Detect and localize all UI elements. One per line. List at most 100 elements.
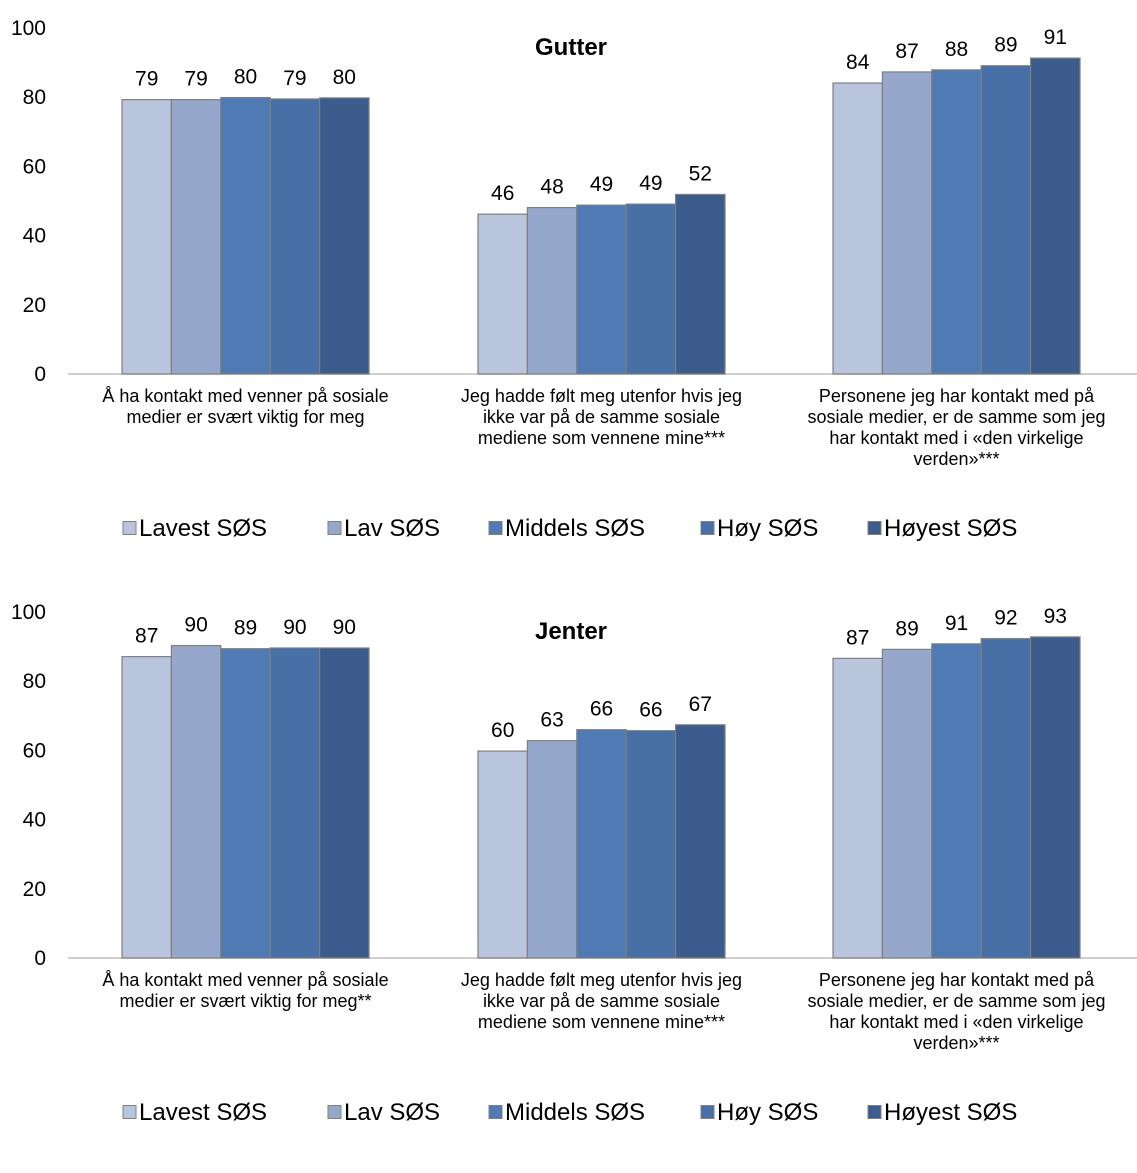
category-label: mediene som vennene mine*** [478,428,725,448]
legend-item: Middels SØS [488,1099,645,1126]
bar-jenter [319,647,370,959]
legend-item: Lav SØS [327,515,440,542]
legend-label: Høyest SØS [884,515,1017,542]
chart-jenter: 0 20 40 60 80 100 Jenter 87 60 87 90 63 89 89 66 91 90 66… [0,584,1137,1168]
bar-gutter [832,82,884,375]
legend-swatch [488,521,503,535]
bar-jenter [170,644,222,959]
bar-gutter [319,97,370,375]
chart-title: Jenter [535,618,607,645]
bar-gutter [674,193,726,375]
bar-gutter [931,69,982,375]
data-label: 87 [895,40,918,63]
data-label: 79 [135,68,158,91]
data-label: 89 [895,617,918,640]
chart-gutter-svg: 0 20 40 60 80 100 Gutter 79 46 84 79 48 87 80 49 88 79 49… [11,17,1137,542]
y-tick-label: 20 [23,878,46,901]
chart-gutter: 0 20 40 60 80 100 Gutter 79 46 84 79 48 87 80 49 88 79 49… [0,0,1137,584]
bar-gutter [477,213,529,375]
data-label: 67 [689,693,712,716]
legend-item: Lav SØS [327,1099,440,1126]
y-tick-label: 80 [23,670,46,693]
category-label: ikke var på de samme sosiale [483,991,720,1011]
legend-item: Høyest SØS [867,515,1017,542]
bar-jenter [477,750,529,959]
data-label: 91 [945,612,968,635]
bar-jenter [881,648,933,959]
legend-label: Høy SØS [717,1099,818,1126]
category-label: Å ha kontakt med venner på sosiale [102,970,388,990]
bar-jenter [220,648,271,959]
data-label: 90 [333,616,356,639]
y-tick-label: 80 [23,86,46,109]
legend-label: Middels SØS [505,1099,645,1126]
data-label: 66 [590,698,613,721]
category-label: verden»*** [913,1033,999,1053]
bar-jenter [931,643,982,959]
legend-swatch [867,521,882,535]
chart-jenter-svg: 0 20 40 60 80 100 Jenter 87 60 87 90 63 89 89 66 91 90 66… [11,601,1137,1126]
y-tick-label: 0 [34,947,46,970]
data-label: 90 [184,614,207,637]
category-label: Personene jeg har kontakt med på [819,386,1095,406]
data-label: 52 [689,162,712,185]
bar-gutter [121,99,173,375]
bar-gutter [576,204,627,375]
y-tick-label: 60 [23,155,46,178]
y-tick-label: 100 [11,17,46,40]
y-tick-label: 0 [34,363,46,386]
category-label: Jeg hadde følt meg utenfor hvis jeg [461,970,742,990]
legend-item: Middels SØS [488,515,645,542]
bar-gutter [1029,57,1081,375]
bar-jenter [576,729,627,959]
data-label: 91 [1044,26,1067,49]
legend-swatch [488,1105,503,1119]
category-label: Personene jeg har kontakt med på [819,970,1095,990]
data-label: 48 [540,176,563,199]
data-label: 93 [1044,605,1067,628]
legend-swatch [122,521,137,535]
category-label: ikke var på de samme sosiale [483,407,720,427]
bar-jenter [980,638,1032,959]
data-label: 84 [846,51,870,74]
bar-gutter [269,98,321,375]
legend-swatch [700,1105,715,1119]
bar-jenter [625,730,677,959]
bar-gutter [881,71,933,375]
legend-item: Høy SØS [700,515,818,542]
legend-swatch [700,521,715,535]
legend-label: Lavest SØS [139,515,267,542]
data-label: 80 [234,66,257,89]
bar-jenter [526,740,578,959]
y-tick-label: 20 [23,294,46,317]
bar-jenter [269,647,321,959]
category-label: medier er svært viktig for meg** [119,991,371,1011]
bar-gutter [980,65,1032,375]
data-label: 79 [184,68,207,91]
legend-swatch [122,1105,137,1119]
legend-label: Lav SØS [344,515,440,542]
data-label: 87 [135,625,158,648]
legend-item: Lavest SØS [122,1099,267,1126]
bar-jenter [121,656,173,959]
bar-gutter [170,99,222,375]
y-tick-label: 40 [23,225,46,248]
category-label: har kontakt med i «den virkelige [829,1012,1083,1032]
data-label: 46 [491,182,514,205]
y-tick-label: 100 [11,601,46,624]
legend-item: Lavest SØS [122,515,267,542]
data-label: 49 [639,172,662,195]
bar-gutter [526,206,578,375]
legend-label: Høy SØS [717,515,818,542]
y-tick-label: 60 [23,739,46,762]
data-label: 87 [846,626,869,649]
y-tick-label: 40 [23,809,46,832]
legend-swatch [327,521,342,535]
category-label: medier er svært viktig for meg [126,407,364,427]
chart-title: Gutter [535,34,607,61]
category-label: Jeg hadde følt meg utenfor hvis jeg [461,386,742,406]
category-label: sosiale medier, er de samme som jeg [807,407,1105,427]
category-label: har kontakt med i «den virkelige [829,428,1083,448]
category-label: Å ha kontakt med venner på sosiale [102,386,388,406]
legend-label: Middels SØS [505,515,645,542]
